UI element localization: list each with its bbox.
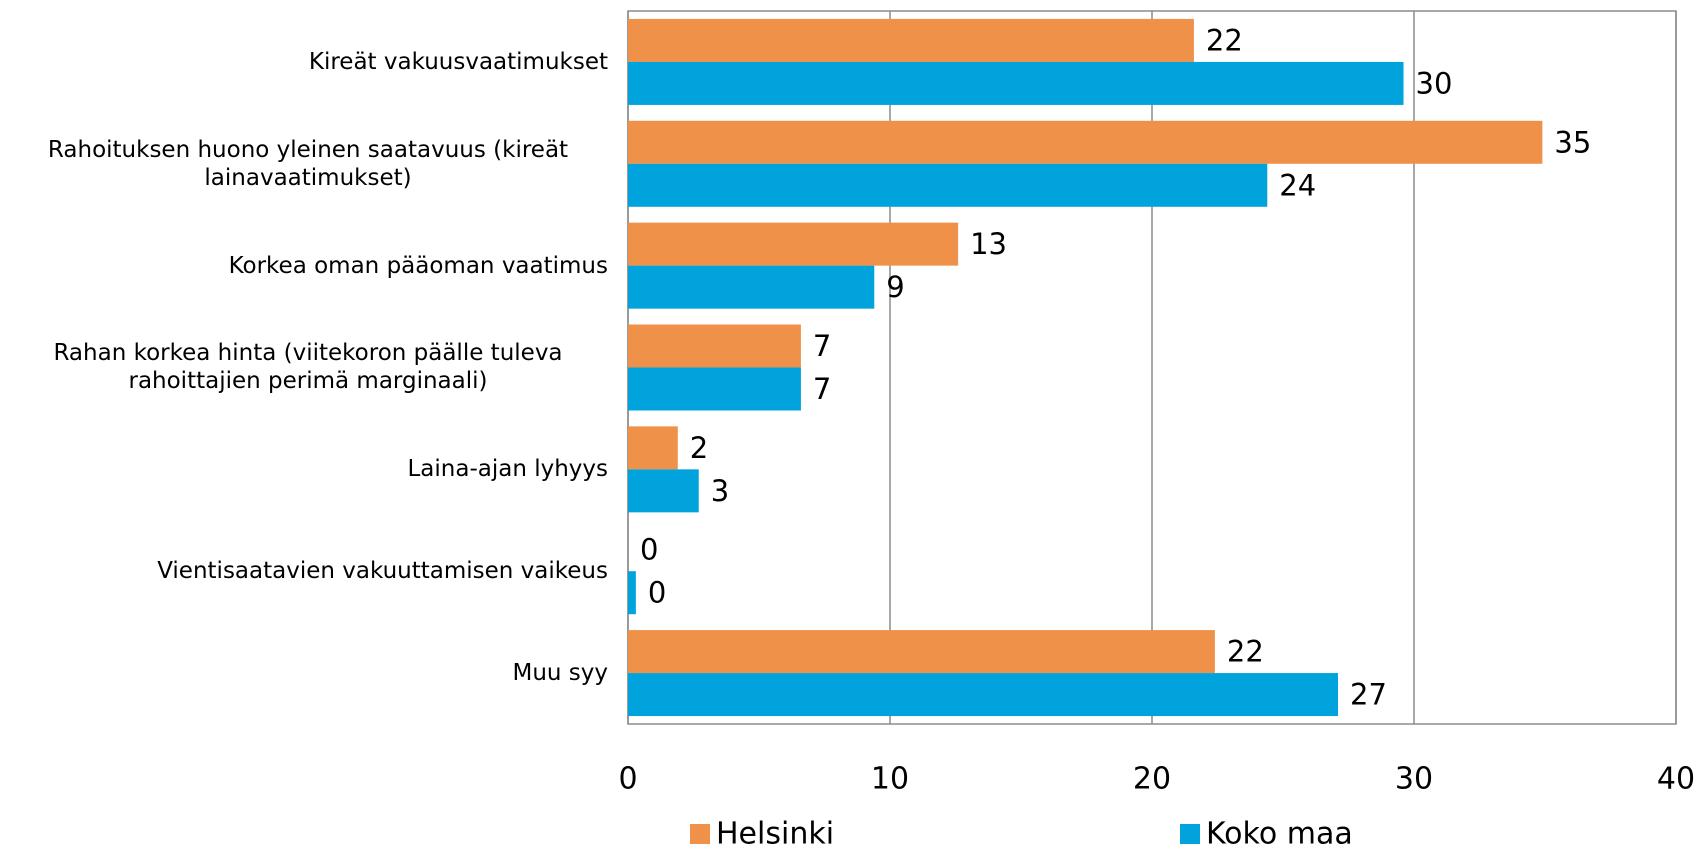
data-label: 0 (640, 533, 658, 567)
bar (628, 120, 1543, 164)
bar (628, 18, 1194, 62)
data-label: 3 (711, 474, 729, 508)
bar (628, 265, 875, 309)
category-text: Vientisaatavien vakuuttamisen vaikeus (157, 558, 608, 585)
bar (628, 367, 801, 411)
x-tick-label: 20 (1133, 762, 1171, 797)
category-text: Laina-ajan lyhyys (407, 456, 608, 483)
bar (628, 469, 699, 513)
data-label: 9 (886, 270, 904, 304)
bar (628, 571, 636, 615)
category-label: Rahan korkea hinta (viitekoron päälle tu… (0, 317, 608, 419)
category-label: Laina-ajan lyhyys (0, 418, 608, 520)
bar (628, 426, 678, 470)
bar (628, 222, 959, 266)
data-label: 7 (813, 372, 831, 406)
category-label: Muu syy (0, 622, 608, 724)
data-label: 2 (690, 431, 708, 465)
data-label: 7 (813, 329, 831, 363)
bar (628, 630, 1215, 674)
category-label: Kireät vakuusvaatimukset (0, 11, 608, 113)
x-tick-label: 40 (1657, 762, 1695, 797)
data-label: 22 (1227, 635, 1264, 669)
category-text: Rahan korkea hinta (viitekoron päälle tu… (53, 340, 563, 395)
category-label: Vientisaatavien vakuuttamisen vaikeus (0, 520, 608, 622)
category-text: Kireät vakuusvaatimukset (308, 48, 608, 75)
legend-label: Helsinki (716, 817, 834, 852)
x-tick-label: 10 (871, 762, 909, 797)
x-tick-label: 30 (1395, 762, 1433, 797)
x-tick-label: 0 (618, 762, 637, 797)
bar (628, 673, 1339, 717)
data-label: 27 (1350, 678, 1387, 712)
data-label: 35 (1554, 125, 1591, 159)
data-label: 22 (1206, 23, 1243, 57)
data-label: 13 (970, 227, 1007, 261)
category-text: Korkea oman pääoman vaatimus (228, 252, 608, 279)
legend-swatch (1180, 824, 1200, 844)
data-label: 30 (1416, 66, 1453, 100)
data-label: 24 (1279, 168, 1316, 202)
legend-label: Koko maa (1206, 817, 1353, 852)
category-label: Rahoituksen huono yleinen saatavuus (kir… (0, 113, 608, 215)
category-text: Muu syy (512, 660, 608, 687)
category-text: Rahoituksen huono yleinen saatavuus (kir… (47, 136, 569, 191)
data-label: 0 (648, 576, 666, 610)
category-label: Korkea oman pääoman vaatimus (0, 215, 608, 317)
bar (628, 324, 801, 368)
bar (628, 163, 1268, 207)
legend-swatch (690, 824, 710, 844)
bar (628, 61, 1404, 105)
